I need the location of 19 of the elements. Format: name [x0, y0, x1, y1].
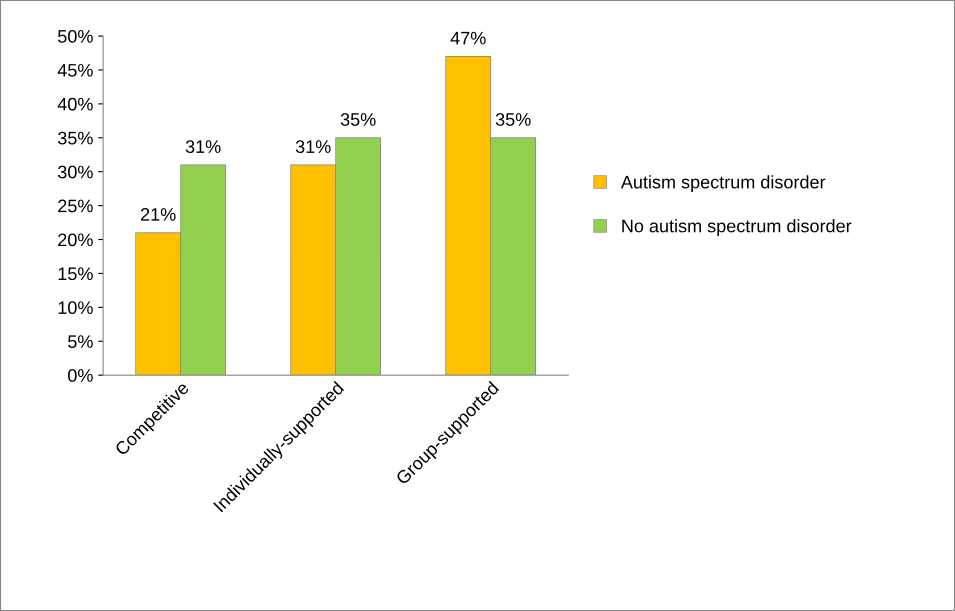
data-label: 31%: [296, 140, 331, 154]
y-tick-label: 5%: [68, 335, 93, 348]
legend-label: Autism spectrum disorder: [620, 175, 826, 192]
y-tick-label: 30%: [58, 166, 93, 178]
y-tick-label: 20%: [58, 233, 93, 246]
data-label: 31%: [186, 140, 221, 154]
y-tick-label: 50%: [58, 30, 93, 43]
y-tick-label: 35%: [58, 132, 93, 144]
data-label: 35%: [340, 113, 376, 126]
y-tick-label: 40%: [58, 98, 93, 111]
data-label: 47%: [450, 32, 486, 44]
y-tick-label: 25%: [58, 200, 93, 212]
data-label: 35%: [496, 113, 531, 126]
data-label: 21%: [141, 208, 176, 221]
y-tick-label: 10%: [58, 301, 93, 314]
y-tick-label: 0%: [68, 369, 93, 382]
y-tick-label: 45%: [58, 64, 93, 77]
legend-label: No autism spectrum disorder: [622, 219, 852, 236]
y-tick-label: 15%: [58, 267, 93, 280]
